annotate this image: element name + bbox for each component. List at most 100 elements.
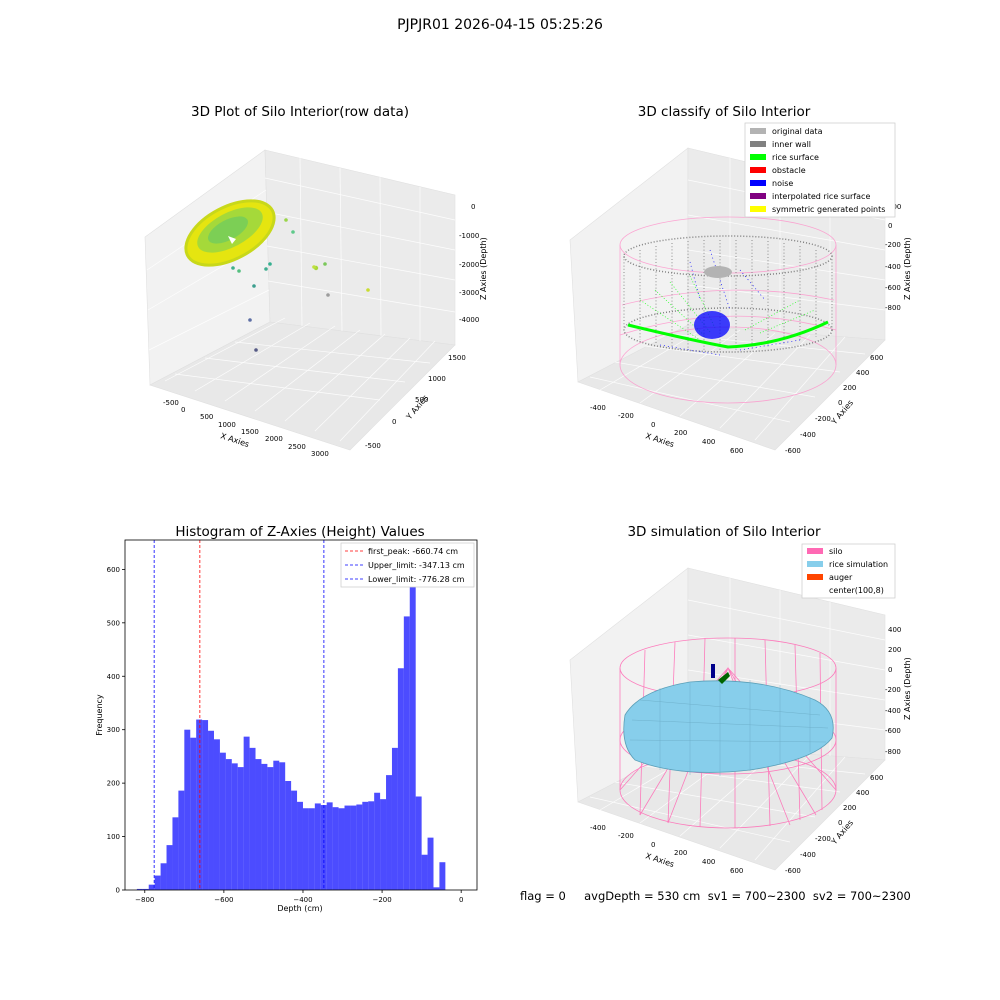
p2-ztick: -400 [885, 263, 901, 271]
histogram-bar [308, 808, 315, 890]
legend-swatch [750, 167, 766, 173]
p1-ytick: 1500 [448, 354, 466, 362]
legend-swatch [750, 154, 766, 160]
legend-label: rice surface [772, 153, 819, 162]
histogram-bar [202, 720, 209, 890]
p4-ztick: -800 [885, 748, 901, 756]
p4-xtick: -200 [618, 832, 634, 840]
p4-ztick: 200 [888, 646, 901, 654]
histogram-ytick-label: 500 [107, 619, 120, 627]
p4-ztick: -600 [885, 727, 901, 735]
histogram-ytick-label: 300 [107, 726, 120, 734]
p1-ytick: 1000 [428, 375, 446, 383]
p1-xtick: 1500 [241, 428, 259, 436]
legend-label: silo [829, 547, 843, 556]
legend-swatch [807, 574, 823, 580]
legend-label: noise [772, 179, 793, 188]
panel2-point-cloud [619, 216, 837, 404]
histogram-bar [291, 790, 298, 890]
p1-ytick: 500 [415, 396, 428, 404]
histogram-ytick-label: 100 [107, 833, 120, 841]
panel2-xlabel: X Axies [644, 431, 675, 449]
p2-ztick: 0 [888, 222, 892, 230]
legend-label: first_peak: -660.74 cm [368, 547, 458, 556]
histogram-bar [148, 884, 155, 890]
panel4-x-ticks: -400 -200 0 200 400 600 [590, 824, 743, 875]
p4-xtick: 600 [730, 867, 743, 875]
histogram-bar [142, 888, 149, 890]
panel1-zlabel: Z Axies (Depth) [479, 237, 488, 300]
p4-ztick: -400 [885, 707, 901, 715]
p1-xtick: 1000 [218, 421, 236, 429]
p1-xtick: 2000 [265, 435, 283, 443]
legend-label: original data [772, 127, 823, 136]
histogram-bar [160, 863, 167, 890]
panel4-y-ticks: -600 -400 -200 0 200 400 600 [785, 774, 883, 875]
p4-ytick: 200 [843, 804, 856, 812]
histogram-bar [219, 752, 226, 890]
histogram-bar [213, 739, 220, 890]
panel2-x-ticks: -400 -200 0 200 400 600 [590, 404, 743, 455]
histogram-bar [154, 875, 161, 890]
histogram-ytick-label: 0 [116, 887, 120, 895]
p2-xtick: -200 [618, 412, 634, 420]
histogram-bar [403, 616, 410, 890]
histogram-bar [314, 803, 321, 890]
p4-ytick: -600 [785, 867, 801, 875]
panel1-point-cloud [184, 199, 370, 352]
histogram-bar [439, 862, 446, 890]
p2-xtick: -400 [590, 404, 606, 412]
panel4-rice-simulation [623, 680, 834, 776]
legend-swatch [750, 141, 766, 147]
p4-ytick: -200 [815, 835, 831, 843]
panel4-3d-plot: -400 -200 0 200 400 600 X Axies -600 -40… [569, 543, 912, 875]
histogram-bar [166, 845, 173, 890]
histogram-bar [374, 792, 381, 890]
legend-box [340, 542, 475, 588]
p1-xtick: 3000 [311, 450, 329, 458]
histogram-bar [267, 767, 274, 890]
legend-label: inner wall [772, 140, 811, 149]
p1-xtick: -500 [163, 399, 179, 407]
histogram-bar [380, 799, 387, 890]
legend-label: center(100,8) [829, 586, 884, 595]
histogram-bar [136, 888, 143, 890]
panel1-title: 3D Plot of Silo Interior(row data) [191, 104, 409, 120]
panel3-title: Histogram of Z-Axies (Height) Values [175, 524, 425, 540]
histogram-bar [279, 762, 286, 890]
p2-ytick: 200 [843, 384, 856, 392]
histogram-bar [237, 767, 244, 890]
histogram-bar [433, 887, 440, 890]
legend-label: Upper_limit: -347.13 cm [368, 561, 465, 570]
histogram-bar [409, 558, 416, 890]
p1-ztick: -3000 [459, 289, 479, 297]
legend-label: obstacle [772, 166, 806, 175]
histogram-xtick-label: −200 [372, 896, 391, 904]
histogram-ytick-label: 400 [107, 673, 120, 681]
p4-ytick: 600 [870, 774, 883, 782]
panel1-3d-plot: -500 0 500 1000 1500 2000 2500 3000 X Ax… [144, 149, 488, 458]
histogram-frame [124, 539, 478, 891]
histogram-bar [249, 747, 256, 890]
p4-ztick: -200 [885, 686, 901, 694]
histogram-bar [172, 817, 179, 890]
histogram-bar [338, 808, 345, 890]
p2-xtick: 400 [702, 438, 715, 446]
p2-ytick: -200 [815, 415, 831, 423]
panel2-original-data-cluster [704, 266, 732, 278]
p1-ytick: -500 [365, 442, 381, 450]
histogram-xlabel: Depth (cm) [277, 904, 322, 913]
auger-marker [718, 672, 730, 684]
p1-xtick: 0 [181, 406, 185, 414]
p2-ytick: -400 [800, 431, 816, 439]
histogram-bar [368, 801, 375, 890]
p2-ytick: 400 [856, 369, 869, 377]
histogram-bar [332, 807, 339, 890]
legend-label: symmetric generated points [772, 205, 885, 214]
histogram-xtick-label: −600 [214, 896, 233, 904]
histogram-ytick-label: 600 [107, 566, 120, 574]
histogram-xtick-label: 0 [459, 896, 463, 904]
panel4-auger [711, 664, 730, 684]
panel2-z-ticks: 200 0 -200 -400 -600 -800 [885, 203, 901, 312]
panel1-axes-box [144, 149, 456, 451]
